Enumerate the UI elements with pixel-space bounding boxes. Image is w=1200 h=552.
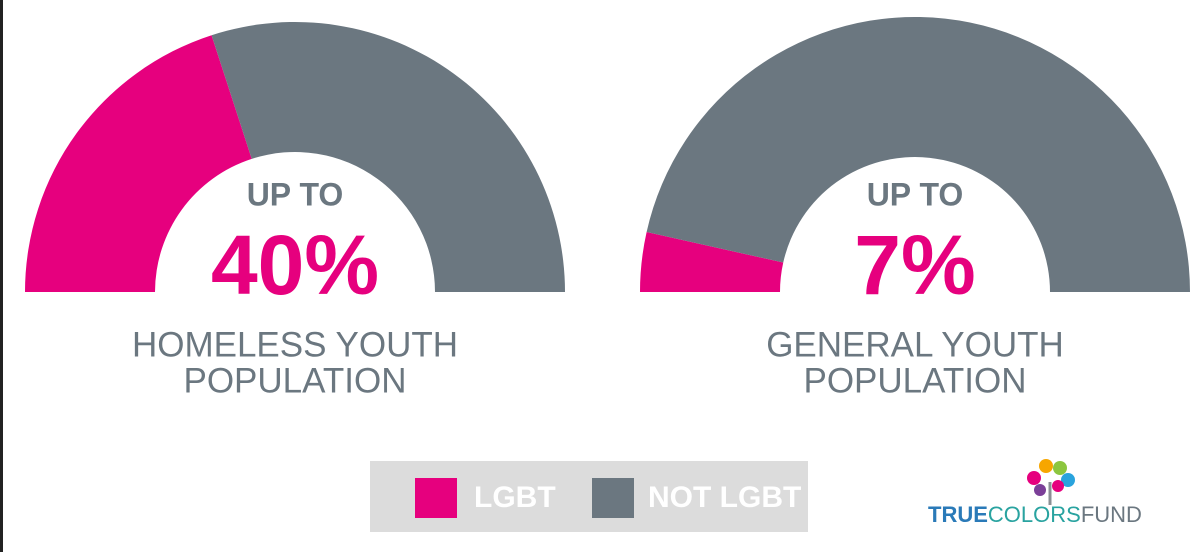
legend-swatch [415,478,457,518]
legend-label: LGBT [474,481,556,514]
logo-leaf [1034,484,1046,496]
logo-colors: COLORS [988,502,1081,527]
logo-leaf [1052,480,1064,492]
caption: GENERAL YOUTH [766,325,1064,364]
caption: HOMELESS YOUTH [132,325,458,364]
logo-true: TRUE [928,502,988,527]
caption: POPULATION [803,361,1026,400]
legend-label: NOT LGBT [648,481,801,514]
logo-leaf [1061,473,1075,487]
logo-leaf [1027,471,1041,485]
arc-segment [640,232,784,292]
logo-text: TRUECOLORSFUND [928,502,1142,527]
logo-fund: FUND [1081,502,1142,527]
arc-segment [646,16,1190,293]
caption: POPULATION [183,361,406,400]
logo-leaf [1039,459,1053,473]
arc-segment [211,22,565,293]
legend-swatch [592,478,634,518]
arc-segment [25,35,252,292]
logo: TRUECOLORSFUND [928,459,1142,527]
value-label: 7% [854,218,975,312]
kicker: UP TO [247,176,344,212]
kicker: UP TO [867,176,964,212]
logo-leaf [1053,461,1067,475]
value-label: 40% [211,218,379,312]
edge [0,0,3,552]
